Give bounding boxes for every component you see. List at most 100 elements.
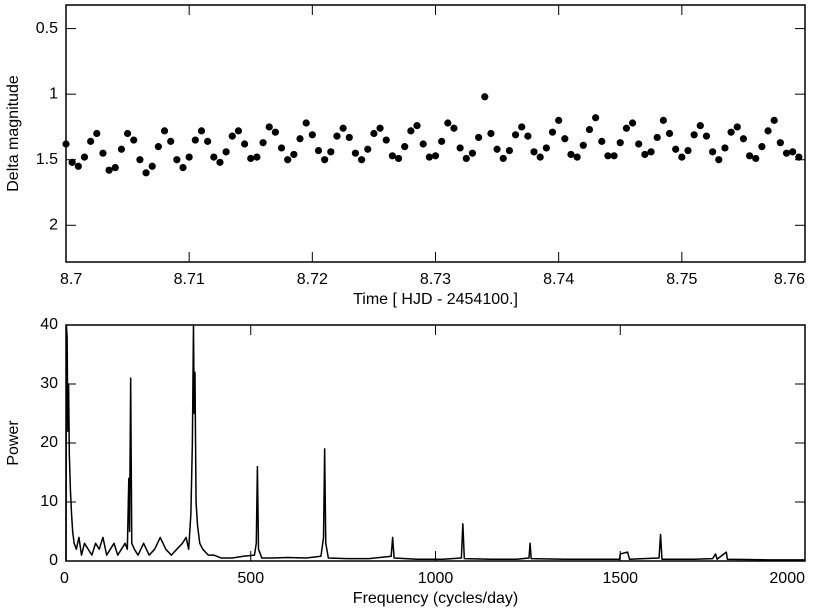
data-point	[622, 124, 631, 132]
data-point	[204, 137, 212, 145]
data-point	[259, 139, 267, 147]
data-point	[721, 144, 729, 152]
data-point	[284, 156, 292, 164]
data-point	[702, 132, 711, 140]
data-point	[191, 136, 199, 144]
data-point	[752, 154, 760, 163]
y-tick-label: 10	[40, 493, 58, 510]
data-point	[610, 152, 618, 160]
data-point	[160, 127, 169, 135]
data-point	[68, 158, 76, 166]
data-point	[487, 129, 495, 138]
data-point	[308, 131, 316, 139]
data-point	[388, 152, 396, 160]
data-point	[567, 150, 575, 159]
x-tick-label: 8.76	[774, 271, 805, 288]
x-tick-label: 8.7	[60, 271, 82, 288]
data-point	[641, 150, 649, 159]
data-point	[173, 156, 181, 164]
x-tick-label: 2000	[769, 570, 805, 587]
y-tick-label: 0.5	[36, 20, 58, 37]
data-point	[647, 148, 655, 156]
data-point	[745, 152, 754, 160]
data-point	[167, 137, 175, 145]
data-point	[99, 149, 107, 157]
data-point	[450, 124, 458, 132]
data-point	[142, 169, 150, 177]
data-point	[795, 153, 803, 161]
data-point	[690, 131, 698, 139]
data-point	[530, 148, 538, 156]
data-point	[579, 141, 587, 149]
data-point	[678, 153, 686, 161]
data-point	[376, 124, 384, 132]
data-point	[358, 156, 366, 164]
plot-frame	[65, 324, 806, 562]
data-point	[758, 143, 766, 151]
data-point	[210, 153, 218, 161]
data-point	[290, 150, 298, 159]
data-point	[271, 128, 279, 136]
x-tick-label: 8.72	[297, 271, 328, 288]
data-point	[782, 149, 791, 157]
data-point	[394, 154, 403, 163]
y-tick-label: 2	[49, 217, 58, 234]
data-point	[136, 156, 144, 164]
data-point	[493, 145, 501, 153]
data-point	[573, 153, 581, 161]
data-point	[216, 158, 224, 166]
data-point	[117, 145, 126, 153]
data-point	[80, 153, 89, 161]
data-point	[456, 144, 464, 152]
data-point	[345, 133, 353, 142]
x-tick-label: 0	[60, 570, 69, 587]
data-point	[154, 143, 162, 151]
data-point	[93, 129, 101, 138]
data-point	[228, 132, 236, 140]
data-point	[111, 163, 119, 172]
data-point	[444, 119, 452, 127]
data-point	[561, 135, 569, 143]
data-point	[419, 140, 427, 148]
data-point	[628, 119, 637, 127]
y-tick-label: 1	[49, 85, 58, 102]
data-point	[185, 153, 193, 161]
data-point	[148, 162, 156, 170]
data-point	[401, 143, 409, 151]
data-point	[277, 144, 286, 152]
y-tick-label: 30	[40, 375, 58, 392]
data-point	[555, 116, 563, 124]
power-line	[65, 324, 805, 562]
x-tick-label: 8.75	[666, 271, 697, 288]
data-point	[265, 123, 273, 131]
data-point	[130, 136, 138, 144]
data-point	[598, 137, 606, 145]
data-point	[764, 127, 772, 135]
data-point	[616, 139, 624, 147]
data-point	[475, 133, 483, 142]
data-point	[585, 125, 594, 134]
data-point	[709, 148, 717, 156]
data-point	[524, 132, 532, 140]
data-point	[105, 166, 113, 174]
data-point	[302, 119, 310, 127]
data-point	[468, 149, 477, 157]
data-point	[592, 114, 600, 122]
data-point	[739, 135, 748, 143]
data-point	[407, 127, 415, 135]
x-tick-label: 8.74	[543, 271, 574, 288]
x-tick-label: 1000	[418, 570, 454, 587]
y-tick-label: 0	[49, 552, 58, 569]
data-point	[364, 145, 372, 153]
data-point	[321, 156, 329, 164]
data-point	[87, 137, 95, 145]
data-point	[548, 128, 557, 136]
data-point	[351, 149, 360, 157]
x-tick-label: 1500	[602, 570, 638, 587]
data-point	[505, 146, 513, 155]
data-point	[314, 146, 323, 155]
data-point	[653, 133, 661, 142]
data-point	[672, 145, 680, 153]
data-point	[462, 154, 470, 163]
y-axis-label: Power	[5, 420, 22, 466]
